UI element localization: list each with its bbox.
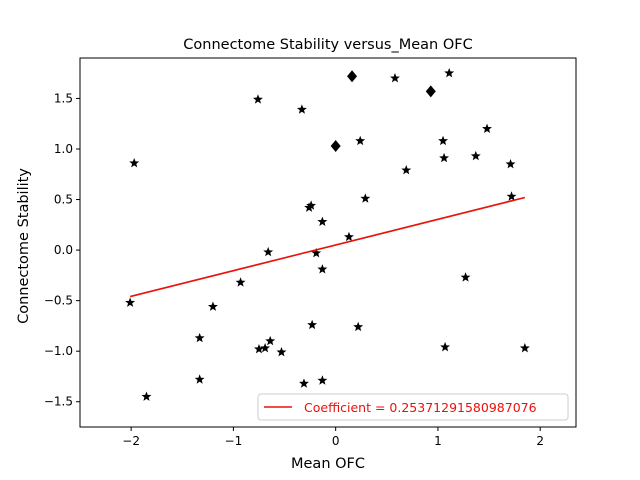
data-point-star [299,378,309,388]
data-point-star [353,321,364,332]
data-point-star [260,342,271,353]
data-point-star [129,157,140,168]
data-point-star [519,342,530,353]
data-point-star [390,73,400,83]
y-tick-label: −1.0 [44,344,73,358]
x-tick-label: 2 [536,434,544,448]
data-point-star [482,123,492,133]
y-tick-label: 0.5 [54,193,73,207]
y-tick-label: −1.5 [44,395,73,409]
data-point-star [235,277,246,287]
data-point-star [439,152,450,163]
y-axis-label: Connectome Stability [16,168,32,324]
y-tick-label: 0.0 [54,243,73,257]
data-point-star [194,374,205,384]
data-point-diamond [330,139,341,152]
data-point-star [317,216,328,226]
data-point-star [360,193,371,203]
data-point-star [401,165,412,175]
data-point-star [253,94,263,104]
y-tick-label: 1.5 [54,91,73,105]
x-tick-label: −2 [122,434,140,448]
data-point-star [317,375,328,385]
data-point-star [438,135,448,146]
data-point-star [306,200,317,210]
data-point-star [355,135,366,146]
fit-line [129,196,526,298]
data-point-star [125,297,136,307]
y-tick-label: −0.5 [44,294,73,308]
data-point-star [265,335,276,346]
data-point-star [440,341,451,352]
legend-box [257,393,569,421]
y-axis-ticks: −1.5 −1.0 −0.5 0.0 0.5 1.0 1.5 [44,91,80,409]
legend-label: Coefficient = 0.25371291580987076 [304,400,537,415]
data-point-star [344,231,354,242]
data-point-star [276,346,287,357]
data-point-star [505,158,516,169]
data-point-star [307,319,318,330]
data-point-diamond [425,85,436,98]
data-point-star [194,332,205,343]
data-point-star [311,247,322,258]
data-point-star [506,191,517,201]
x-tick-label: 0 [332,434,340,448]
data-point-star [444,67,455,78]
y-tick-label: 1.0 [54,142,73,156]
chart-title: Connectome Stability versus_Mean OFC [183,37,472,53]
data-point-star [254,343,264,354]
data-point-star [460,272,471,282]
x-tick-label: −1 [225,434,243,448]
plot-frame [79,57,577,428]
data-point-diamond [347,70,358,83]
data-point-star [317,264,328,274]
legend: Coefficient = 0.25371291580987076 [257,393,569,421]
data-point-star [208,301,218,311]
data-point-star [141,391,152,401]
x-axis-ticks: −2 −1 0 1 2 [122,427,544,448]
data-point-star [470,150,481,161]
x-axis-label: Mean OFC [291,456,365,472]
data-point-star [296,104,307,114]
plot-area [79,57,577,428]
data-point-star [263,246,274,257]
x-tick-label: 1 [434,434,442,448]
